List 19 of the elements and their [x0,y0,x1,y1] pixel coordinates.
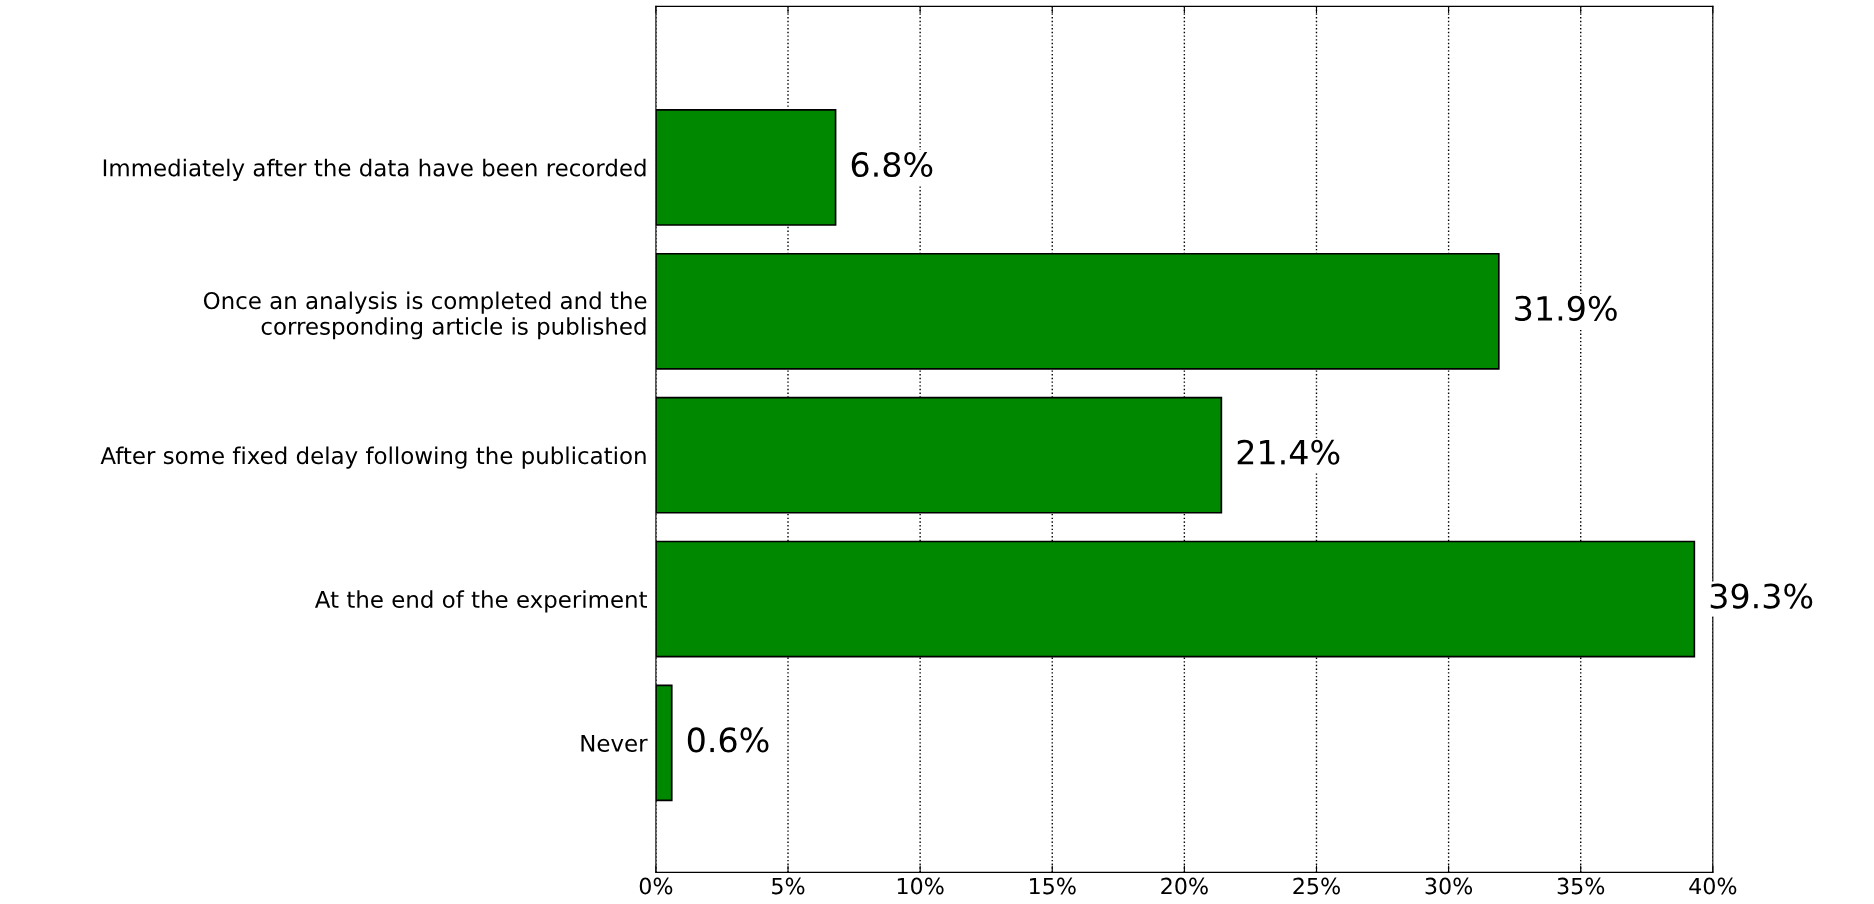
x-tick-label: 20% [1161,877,1208,895]
data-label: 21.4% [1237,439,1340,465]
y-tick-label: Never [581,734,648,752]
x-tick-label: 15% [1030,877,1076,895]
data-label: 31.9% [1515,295,1617,321]
x-tick-label: 25% [1293,877,1340,895]
y-tick-label: Immediately after the data have been recorded [103,158,646,181]
y-tick-label: After some fixed delay following the publication [100,446,646,469]
x-tick-label: 30% [1425,877,1473,895]
x-tick-label: 35% [1557,877,1605,895]
data-label: 39.3% [1710,583,1813,609]
x-tick-label: 0% [639,877,673,895]
x-tick-label: 5% [772,877,805,895]
data-label: 0.6% [687,727,769,753]
data-label: 6.8% [851,151,933,178]
x-tick-label: 10% [897,877,944,895]
y-tick-label: At the end of the experiment [314,590,648,613]
x-tick-label: 40% [1689,877,1737,895]
y-tick-label: Once an analysis is completed and the corresponding article is published [203,291,647,340]
